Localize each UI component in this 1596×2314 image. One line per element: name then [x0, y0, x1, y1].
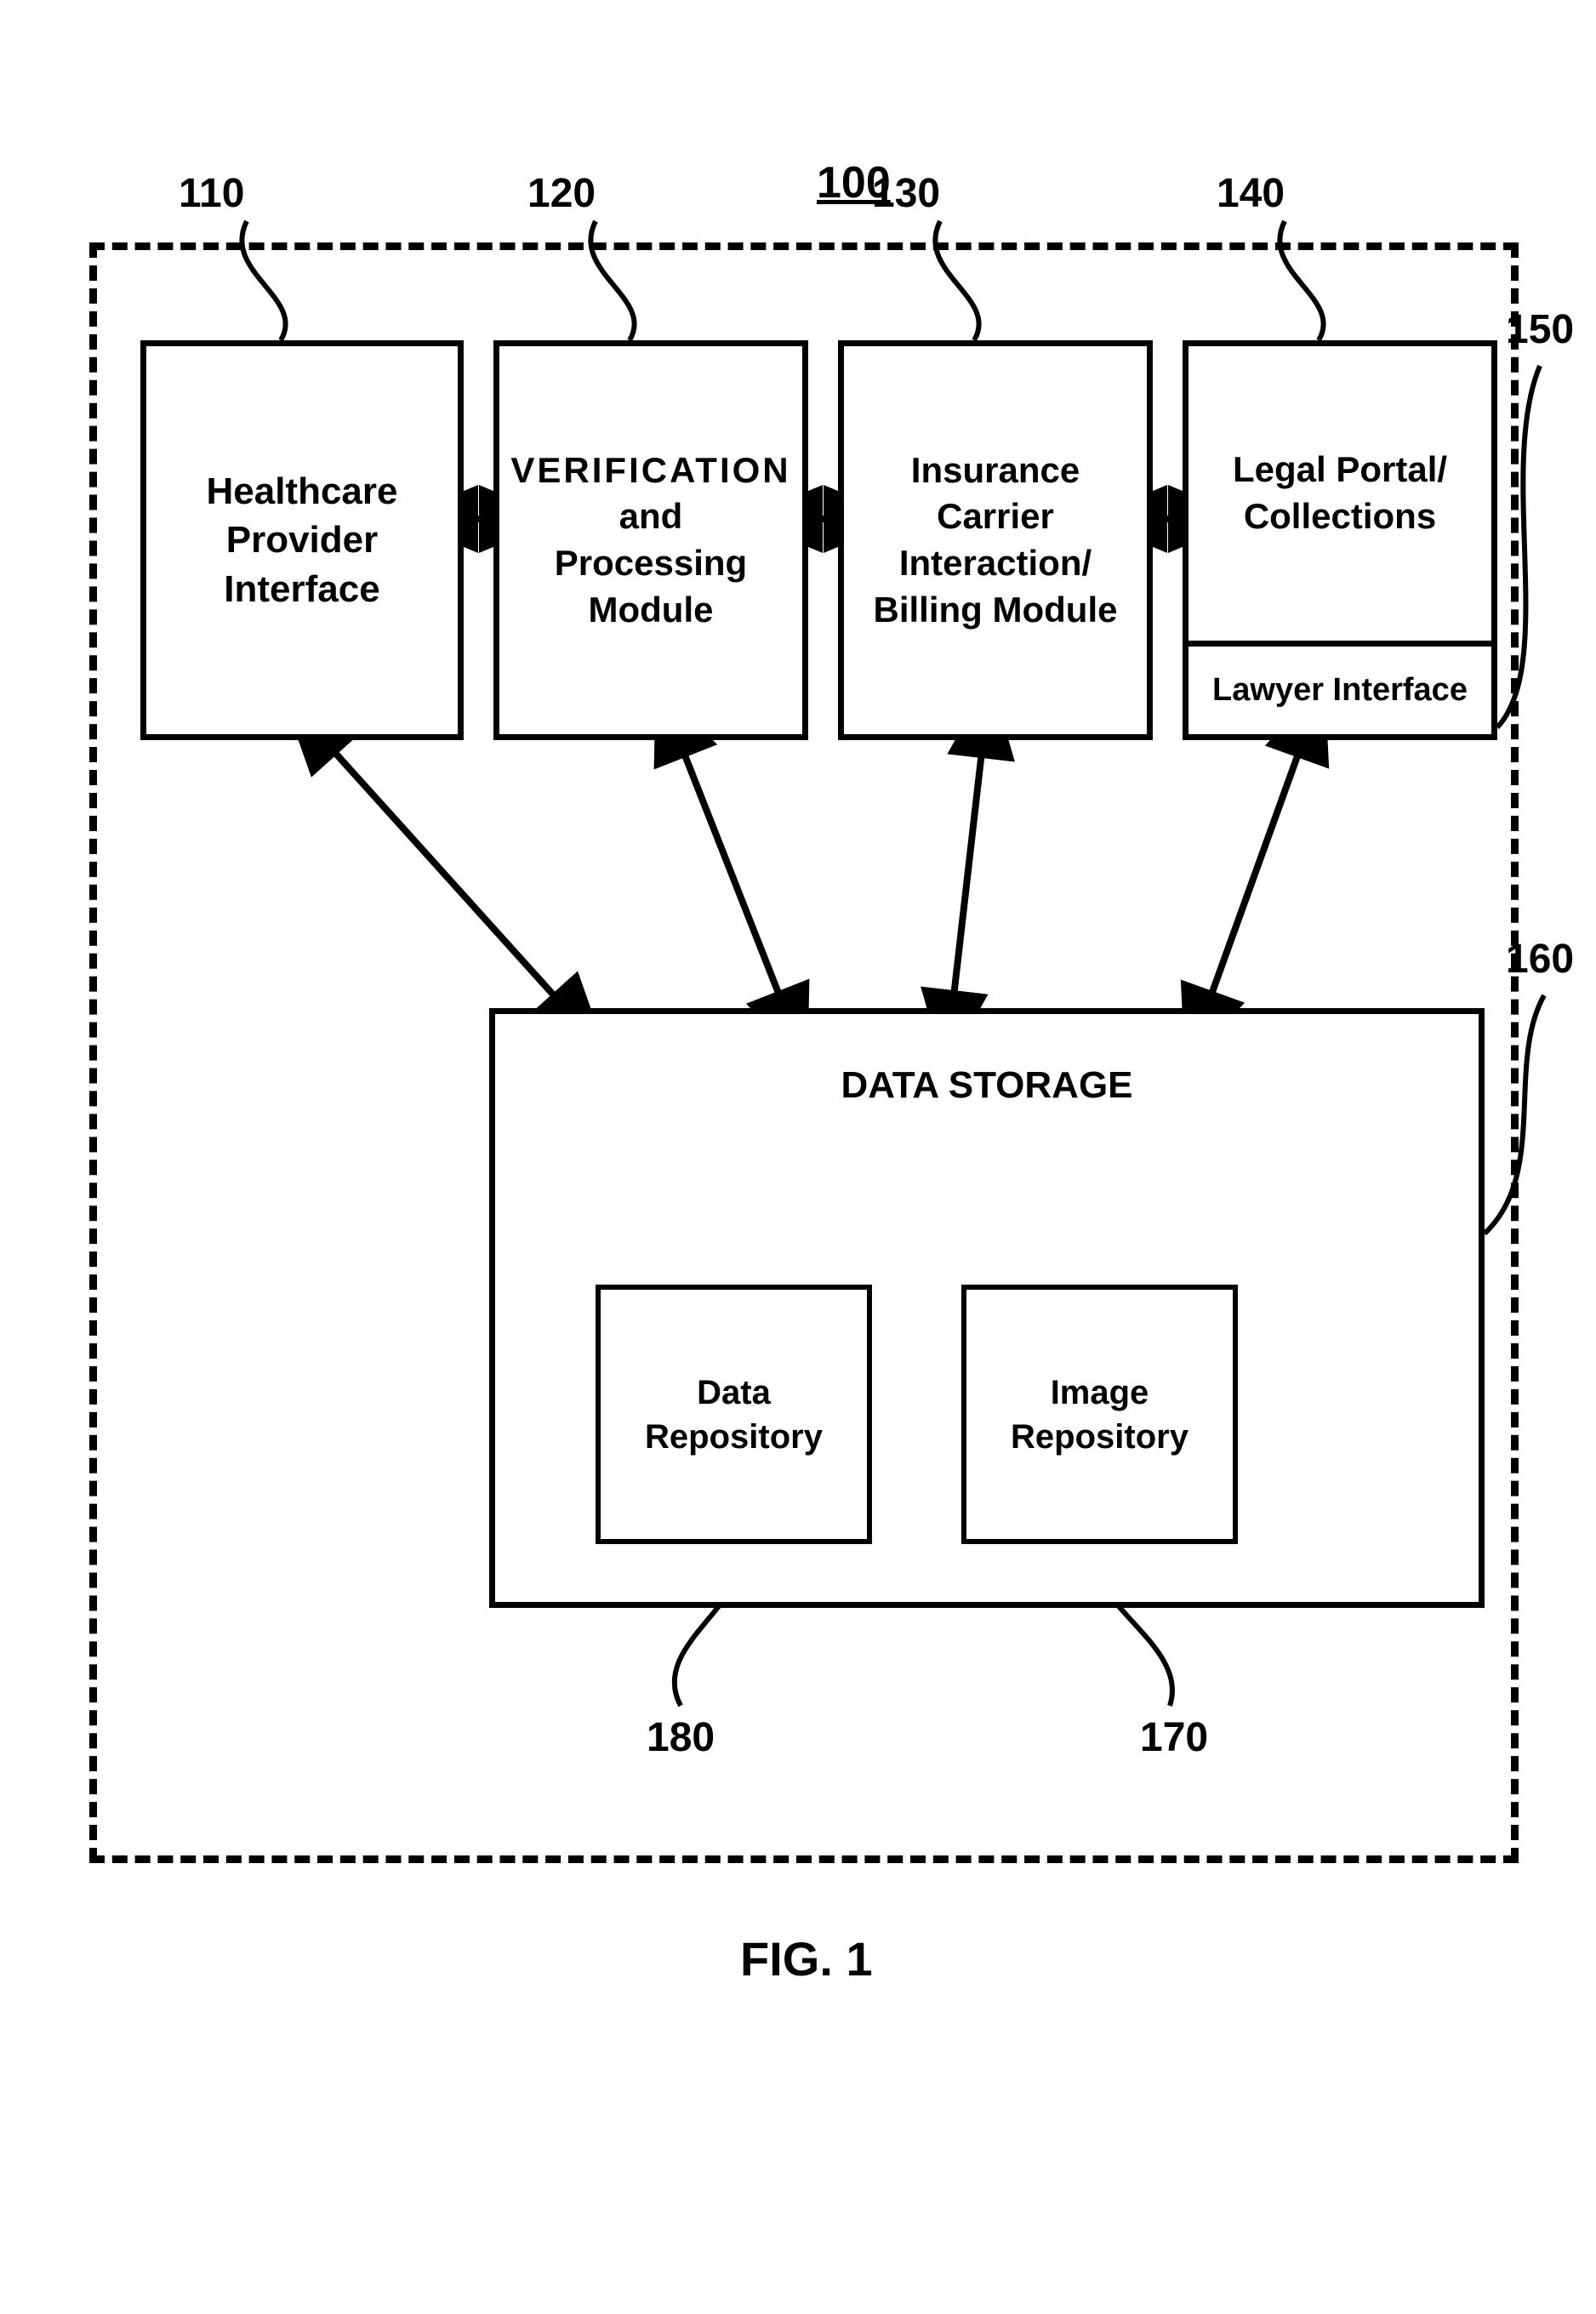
ref-180: 180	[647, 1714, 715, 1761]
ref-150: 150	[1506, 306, 1574, 353]
image-repository-box: Image Repository	[961, 1285, 1238, 1544]
insurance-label: Insurance Carrier Interaction/ Billing M…	[857, 447, 1134, 633]
healthcare-provider-box: Healthcare Provider Interface	[140, 340, 464, 740]
ref-110: 110	[179, 170, 244, 217]
fig-label-text: FIG. 1	[740, 1932, 873, 1986]
lawyer-interface-box: Lawyer Interface	[1188, 641, 1491, 734]
image-repo-label: Image Repository	[979, 1371, 1220, 1459]
ref-120: 120	[527, 170, 596, 217]
legal-label: Legal Portal/ Collections	[1201, 447, 1479, 539]
verification-box: VERIFICATION and Processing Module	[493, 340, 808, 740]
legal-portal-box: Legal Portal/ Collections Lawyer Interfa…	[1183, 340, 1497, 740]
verification-label-3: Processing	[555, 540, 747, 587]
verification-label-1: VERIFICATION	[510, 447, 790, 494]
diagram-canvas: 100 He	[0, 0, 1596, 2314]
verification-label-4: Module	[589, 587, 714, 634]
insurance-box: Insurance Carrier Interaction/ Billing M…	[838, 340, 1153, 740]
lawyer-label: Lawyer Interface	[1212, 670, 1468, 711]
verification-label-2: and	[619, 493, 683, 540]
ref-140: 140	[1217, 170, 1285, 217]
ref-170: 170	[1140, 1714, 1208, 1761]
figure-label: FIG. 1	[740, 1931, 873, 1986]
ref-160: 160	[1506, 936, 1574, 983]
healthcare-label: Healthcare Provider Interface	[163, 467, 441, 613]
ref-130: 130	[872, 170, 940, 217]
data-repo-label: Data Repository	[613, 1371, 854, 1459]
data-repository-box: Data Repository	[596, 1285, 872, 1544]
storage-label: DATA STORAGE	[841, 1061, 1132, 1109]
